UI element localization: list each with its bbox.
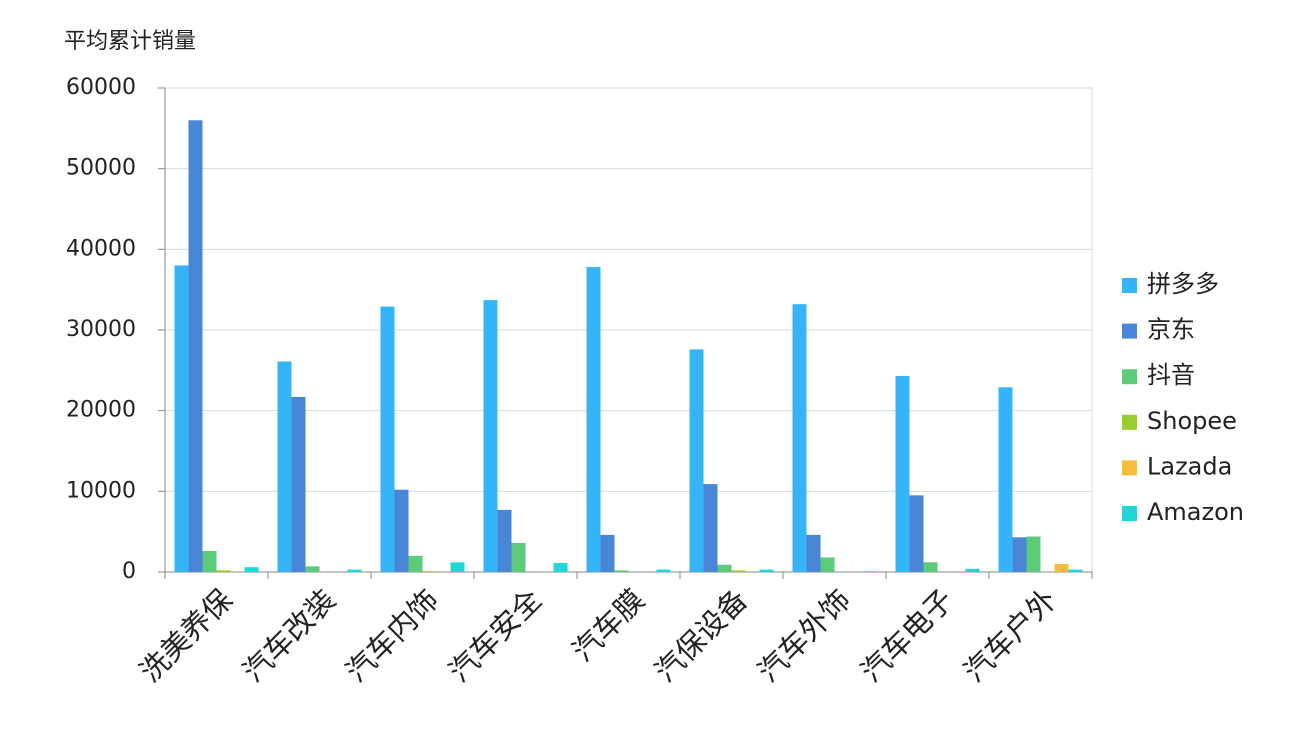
bar (614, 570, 629, 572)
bar (689, 349, 704, 572)
legend-label: Amazon (1147, 498, 1244, 526)
x-tick-label: 汽车外饰 (751, 583, 857, 689)
bar (998, 387, 1013, 572)
x-tick-label: 汽车户外 (957, 583, 1063, 689)
bar (291, 396, 306, 572)
bar (511, 542, 526, 572)
bar (1054, 563, 1069, 572)
x-tick-label: 洗美养保 (133, 583, 239, 689)
y-tick-label: 60000 (66, 75, 136, 100)
legend-swatch (1122, 323, 1137, 339)
bar (731, 570, 746, 572)
bar (806, 534, 821, 572)
x-tick-label: 汽车内饰 (339, 583, 445, 689)
bar (1026, 536, 1041, 572)
bar (586, 267, 601, 572)
bar (703, 484, 718, 572)
bar (483, 300, 498, 572)
y-tick-label: 0 (122, 559, 136, 584)
y-tick-label: 30000 (66, 317, 136, 342)
bar (305, 566, 320, 572)
bar (895, 375, 910, 572)
bar (244, 567, 259, 572)
legend-swatch (1122, 506, 1137, 521)
legend-label: Lazada (1147, 452, 1232, 480)
bar (380, 306, 395, 572)
legend-swatch (1122, 278, 1137, 293)
bar (717, 564, 732, 572)
bar (216, 570, 231, 572)
bar (965, 568, 980, 572)
bar (202, 551, 217, 572)
bar (347, 569, 362, 572)
x-tick-label: 汽车改装 (236, 583, 342, 689)
bar (862, 571, 877, 572)
bar (923, 562, 938, 572)
legend-label: 抖音 (1147, 361, 1195, 389)
bar (422, 571, 437, 572)
bar (820, 557, 835, 572)
bar (277, 361, 292, 572)
bar (909, 495, 924, 572)
x-tick-label: 汽车电子 (854, 583, 960, 689)
bar (553, 563, 568, 572)
legend-label: Shopee (1147, 407, 1237, 435)
bar (1068, 569, 1083, 572)
bar (408, 555, 423, 572)
x-tick-label: 汽保设备 (648, 583, 754, 689)
bar (497, 509, 512, 572)
x-tick-label: 汽车安全 (442, 583, 548, 689)
bar (656, 569, 671, 572)
bar (394, 489, 409, 572)
y-tick-label: 10000 (66, 478, 136, 503)
legend-label: 拼多多 (1147, 270, 1219, 298)
bar (759, 569, 774, 572)
y-tick-label: 20000 (66, 398, 136, 423)
y-tick-label: 50000 (66, 156, 136, 181)
legend-label: 京东 (1147, 316, 1195, 344)
bar (1012, 537, 1027, 572)
y-axis-label: 平均累计销量 (64, 29, 196, 54)
x-tick-label: 汽车膜 (566, 583, 652, 669)
bar (450, 562, 465, 572)
bar (600, 534, 615, 572)
legend-swatch (1122, 414, 1137, 430)
y-tick-label: 40000 (66, 236, 136, 261)
bar (188, 120, 203, 573)
legend-swatch (1122, 369, 1137, 385)
legend-swatch (1122, 460, 1137, 476)
bar (174, 265, 189, 572)
bar (792, 304, 807, 572)
